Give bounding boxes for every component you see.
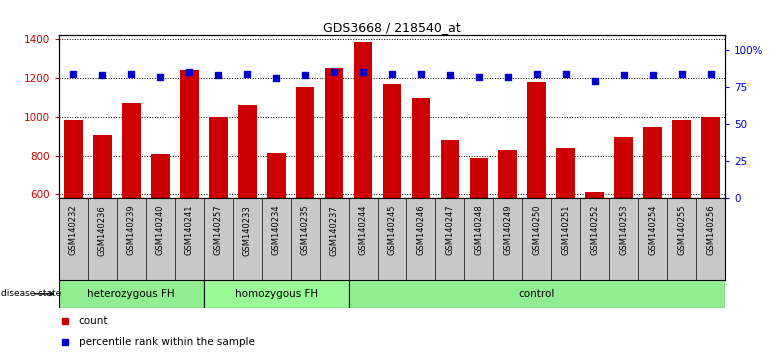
Bar xyxy=(499,150,517,198)
Point xyxy=(241,71,253,77)
Text: GSM140254: GSM140254 xyxy=(648,205,657,255)
Text: GSM140256: GSM140256 xyxy=(706,205,715,255)
Text: GSM140249: GSM140249 xyxy=(503,205,513,255)
Text: GSM140244: GSM140244 xyxy=(358,205,368,255)
Bar xyxy=(122,103,140,198)
Text: GSM140240: GSM140240 xyxy=(156,205,165,255)
Bar xyxy=(673,120,691,198)
Point xyxy=(473,74,485,80)
Text: percentile rank within the sample: percentile rank within the sample xyxy=(78,337,255,348)
Bar xyxy=(412,98,430,198)
Point xyxy=(386,71,398,77)
Text: disease state: disease state xyxy=(1,289,61,298)
Text: GSM140248: GSM140248 xyxy=(474,205,484,255)
Point xyxy=(212,73,224,78)
Text: homozygous FH: homozygous FH xyxy=(234,289,318,299)
Point xyxy=(270,75,282,81)
Bar xyxy=(383,84,401,198)
Point xyxy=(618,73,630,78)
Text: GSM140252: GSM140252 xyxy=(590,205,599,255)
Bar xyxy=(238,105,256,198)
Point xyxy=(357,70,369,75)
Bar xyxy=(93,135,111,198)
Bar xyxy=(349,280,725,308)
Text: GSM140236: GSM140236 xyxy=(98,205,107,256)
Point xyxy=(183,70,195,75)
Text: count: count xyxy=(78,316,108,326)
Text: heterozygous FH: heterozygous FH xyxy=(88,289,175,299)
Bar xyxy=(325,68,343,198)
Point xyxy=(444,73,456,78)
Text: GSM140234: GSM140234 xyxy=(271,205,281,255)
Point xyxy=(328,70,340,75)
Point xyxy=(531,71,543,77)
Text: GSM140237: GSM140237 xyxy=(329,205,339,256)
Bar xyxy=(615,137,633,198)
Text: GSM140241: GSM140241 xyxy=(185,205,194,255)
Bar xyxy=(267,153,285,198)
Title: GDS3668 / 218540_at: GDS3668 / 218540_at xyxy=(323,21,461,34)
Point xyxy=(589,79,601,84)
Point xyxy=(415,71,427,77)
Bar xyxy=(59,280,204,308)
Text: GSM140250: GSM140250 xyxy=(532,205,542,255)
Point xyxy=(705,71,717,77)
Bar xyxy=(557,148,575,198)
Bar xyxy=(151,154,169,198)
Point xyxy=(67,71,79,77)
Bar xyxy=(586,193,604,198)
Text: control: control xyxy=(519,289,555,299)
Point xyxy=(502,74,514,80)
Bar xyxy=(64,120,82,198)
Bar xyxy=(204,280,349,308)
Bar xyxy=(644,127,662,198)
Bar xyxy=(528,82,546,198)
Bar xyxy=(296,87,314,198)
Point xyxy=(676,71,688,77)
Bar xyxy=(702,117,720,198)
Point xyxy=(154,74,166,80)
Bar xyxy=(441,140,459,198)
Text: GSM140251: GSM140251 xyxy=(561,205,570,255)
Bar xyxy=(180,70,198,198)
Text: GSM140233: GSM140233 xyxy=(242,205,252,256)
Text: GSM140247: GSM140247 xyxy=(445,205,455,255)
Text: GSM140246: GSM140246 xyxy=(416,205,426,255)
Point xyxy=(96,73,108,78)
Text: GSM140253: GSM140253 xyxy=(619,205,628,255)
Point xyxy=(125,71,137,77)
Text: GSM140245: GSM140245 xyxy=(387,205,397,255)
Bar xyxy=(470,159,488,198)
Point xyxy=(647,73,659,78)
Text: GSM140232: GSM140232 xyxy=(69,205,78,255)
Text: GSM140255: GSM140255 xyxy=(677,205,686,255)
Bar xyxy=(354,42,372,198)
Bar xyxy=(209,117,227,198)
Text: GSM140257: GSM140257 xyxy=(214,205,223,255)
Point xyxy=(560,71,572,77)
Text: GSM140235: GSM140235 xyxy=(300,205,310,255)
Text: GSM140239: GSM140239 xyxy=(127,205,136,255)
Point xyxy=(299,73,311,78)
